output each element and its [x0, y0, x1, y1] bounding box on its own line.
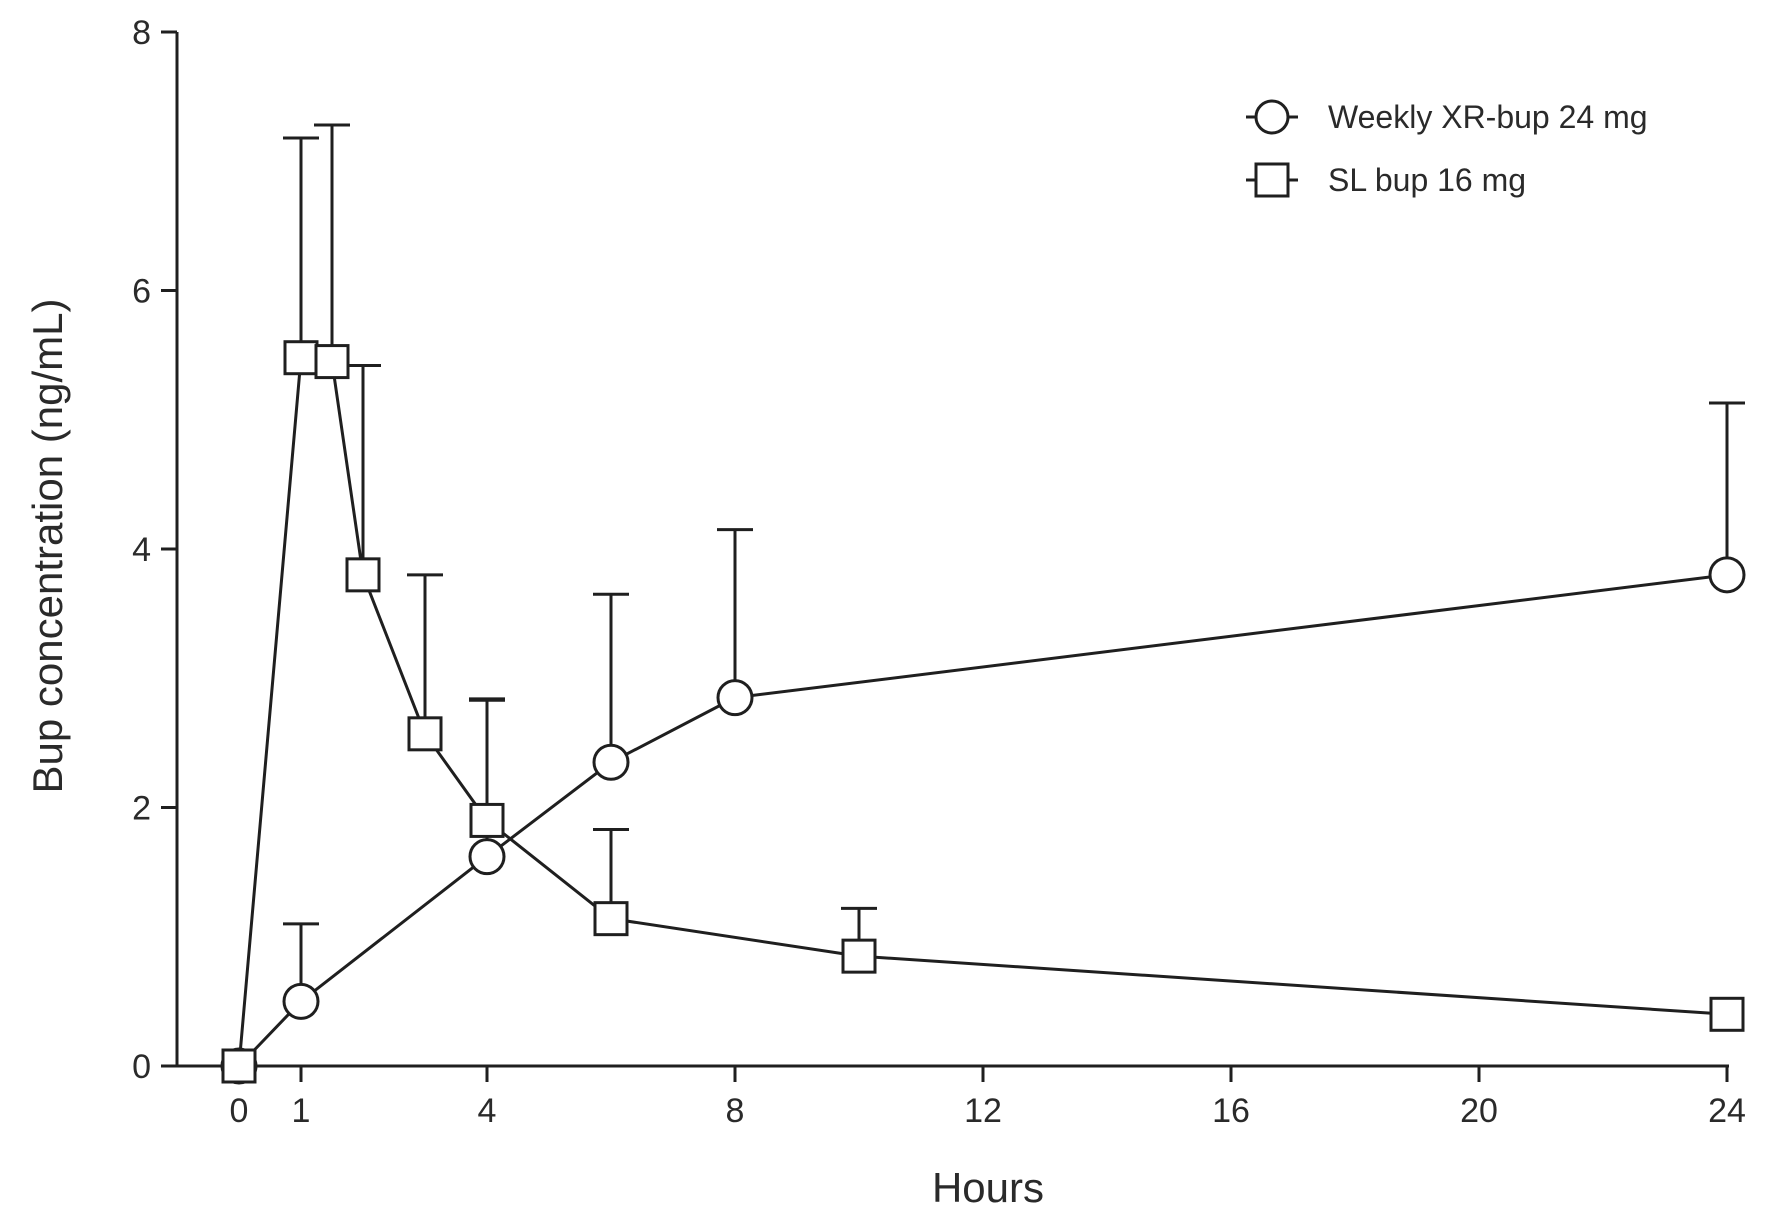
- legend-marker-sl-bup: [1254, 162, 1290, 198]
- x-tick-label: 20: [1460, 1092, 1498, 1130]
- y-tick-label: 6: [132, 273, 151, 311]
- x-tick-label: 16: [1212, 1092, 1250, 1130]
- legend-label-xr-bup: Weekly XR-bup 24 mg: [1328, 99, 1648, 135]
- x-tick-label: 12: [964, 1092, 1002, 1130]
- sl-bup-series-line: [237, 356, 1728, 1067]
- xr-bup-series-line: [237, 573, 1728, 1068]
- y-tick-label: 0: [132, 1048, 151, 1086]
- y-tick-label: 4: [132, 531, 151, 569]
- sl-bup-point: [407, 716, 443, 752]
- sl-bup-point: [469, 802, 505, 838]
- sl-bup-point: [345, 557, 381, 593]
- y-axis-title: Bup concentration (ng/mL): [24, 299, 71, 794]
- legend-label-sl-bup: SL bup 16 mg: [1328, 162, 1526, 198]
- series-lines: [237, 356, 1728, 1068]
- sl-bup-point: [593, 901, 629, 937]
- x-tick-label: 1: [292, 1092, 311, 1130]
- x-tick-label: 4: [478, 1092, 497, 1130]
- x-tick-label: 24: [1708, 1092, 1746, 1130]
- sl-bup-point: [221, 1048, 257, 1084]
- data-markers: [220, 340, 1746, 1085]
- xr-bup-point: [282, 982, 320, 1020]
- legend: Weekly XR-bup 24 mg SL bup 16 mg: [1246, 99, 1648, 198]
- x-axis-title: Hours: [932, 1164, 1044, 1211]
- x-tick-label: 8: [726, 1092, 745, 1130]
- y-tick-label: 2: [132, 790, 151, 828]
- xr-bup-point: [716, 679, 754, 717]
- error-bars: [283, 123, 1745, 1002]
- sl-bup-point: [1709, 996, 1745, 1032]
- legend-marker-xr-bup: [1254, 99, 1290, 135]
- sl-bup-point: [841, 938, 877, 974]
- x-tick-label: 0: [230, 1092, 249, 1130]
- xr-bup-point: [592, 743, 630, 781]
- y-tick-label: 8: [132, 14, 151, 52]
- sl-bup-point: [283, 340, 319, 376]
- xr-bup-point: [1708, 556, 1746, 594]
- xr-bup-point: [468, 838, 506, 876]
- sl-bup-point: [314, 344, 350, 380]
